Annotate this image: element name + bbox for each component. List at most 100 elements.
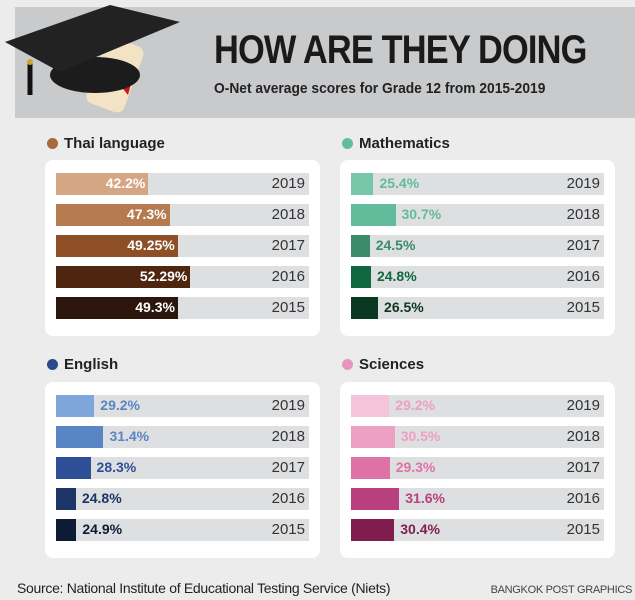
- bar: [351, 488, 400, 510]
- page-subtitle: O-Net average scores for Grade 12 from 2…: [214, 80, 546, 97]
- bar: [56, 235, 178, 257]
- data-label: 30.5%: [400, 428, 441, 444]
- bar: [351, 297, 379, 319]
- source-note: Source: National Institute of Educationa…: [17, 580, 391, 596]
- data-label: 47.3%: [126, 206, 167, 222]
- year-label: 2016: [566, 490, 600, 507]
- section-title: English: [47, 356, 118, 373]
- year-label: 2016: [271, 268, 305, 285]
- legend-dot: [342, 359, 353, 370]
- bar-track: 52.29% 2016: [56, 266, 309, 288]
- bar-track: 24.8% 2016: [351, 266, 604, 288]
- section-title: Sciences: [342, 356, 424, 373]
- year-label: 2019: [271, 397, 305, 414]
- bar-track: 29.2% 2019: [56, 395, 309, 417]
- data-label: 24.8%: [81, 490, 122, 506]
- data-label: 24.5%: [375, 237, 416, 253]
- bar: [351, 395, 390, 417]
- data-label: 24.9%: [82, 521, 123, 537]
- chart-panel: 29.2% 2019 31.4% 2018 28.3% 2017 24.8% 2016 24.9…: [45, 382, 320, 558]
- legend-dot: [342, 138, 353, 149]
- year-label: 2015: [566, 521, 600, 538]
- bar-track: 31.4% 2018: [56, 426, 309, 448]
- data-label: 30.4%: [400, 521, 440, 537]
- bar: [56, 297, 178, 319]
- data-label: 29.2%: [100, 397, 140, 413]
- bar: [351, 204, 396, 226]
- bar: [56, 395, 95, 417]
- chart-panel: 42.2% 2019 47.3% 2018 49.25% 2017 52.29% 2016 49…: [45, 160, 320, 336]
- graduation-cap-icon: [5, 5, 180, 113]
- year-label: 2019: [566, 175, 600, 192]
- year-label: 2018: [271, 428, 305, 445]
- year-label: 2017: [566, 459, 600, 476]
- bar-track: 30.4% 2015: [351, 519, 604, 541]
- section-title-text: Sciences: [359, 356, 425, 373]
- bar-track: 24.9% 2015: [56, 519, 309, 541]
- year-label: 2019: [566, 397, 600, 414]
- data-label: 29.3%: [395, 459, 436, 475]
- bar: [351, 457, 390, 479]
- bar: [56, 519, 77, 541]
- bar-track: 49.25% 2017: [56, 235, 309, 257]
- section-title-text: Mathematics: [359, 135, 450, 152]
- year-label: 2018: [271, 206, 305, 223]
- data-label: 49.3%: [135, 299, 175, 315]
- bar-track: 30.5% 2018: [351, 426, 604, 448]
- data-label: 49.25%: [127, 237, 175, 253]
- page-title: HOW ARE THEY DOING: [214, 28, 587, 72]
- bar-track: 30.7% 2018: [351, 204, 604, 226]
- data-label: 52.29%: [139, 268, 188, 284]
- data-label: 31.4%: [109, 428, 150, 444]
- bar-track: 29.3% 2017: [351, 457, 604, 479]
- data-label: 24.8%: [376, 268, 417, 284]
- bar-track: 49.3% 2015: [56, 297, 309, 319]
- bar: [351, 173, 374, 195]
- bar-track: 24.5% 2017: [351, 235, 604, 257]
- data-label: 30.7%: [401, 206, 442, 222]
- bar: [351, 426, 395, 448]
- bar-track: 29.2% 2019: [351, 395, 604, 417]
- year-label: 2015: [566, 299, 600, 316]
- bar: [56, 426, 104, 448]
- bar-track: 42.2% 2019: [56, 173, 309, 195]
- bar-track: 26.5% 2015: [351, 297, 604, 319]
- section-title: Mathematics: [342, 135, 450, 152]
- year-label: 2017: [271, 459, 305, 476]
- chart-panel: 25.4% 2019 30.7% 2018 24.5% 2017 24.8% 2016 26.5…: [340, 160, 615, 336]
- bar-track: 24.8% 2016: [56, 488, 309, 510]
- chart-panel: 29.2% 2019 30.5% 2018 29.3% 2017 31.6% 2016 30.4…: [340, 382, 615, 558]
- bar: [56, 204, 170, 226]
- year-label: 2019: [271, 175, 305, 192]
- bar: [56, 488, 76, 510]
- data-label: 26.5%: [384, 299, 424, 315]
- bar-track: 31.6% 2016: [351, 488, 604, 510]
- credit: BANGKOK POST GRAPHICS: [490, 584, 633, 596]
- year-label: 2015: [271, 521, 305, 538]
- data-label: 31.6%: [405, 490, 445, 506]
- data-label: 29.2%: [395, 397, 435, 413]
- year-label: 2017: [271, 237, 305, 254]
- bar-track: 25.4% 2019: [351, 173, 604, 195]
- section-title-text: Thai language: [64, 135, 165, 152]
- legend-dot: [47, 359, 58, 370]
- bar-track: 28.3% 2017: [56, 457, 309, 479]
- bar: [351, 266, 371, 288]
- data-label: 25.4%: [379, 175, 420, 191]
- bar: [56, 173, 149, 195]
- year-label: 2016: [271, 490, 305, 507]
- legend-dot: [47, 138, 58, 149]
- year-label: 2015: [271, 299, 305, 316]
- bar: [351, 519, 395, 541]
- data-label: 42.2%: [105, 175, 146, 191]
- section-title: Thai language: [47, 135, 165, 152]
- year-label: 2016: [566, 268, 600, 285]
- year-label: 2018: [566, 206, 600, 223]
- bar: [351, 235, 370, 257]
- section-title-text: English: [64, 356, 119, 373]
- year-label: 2017: [566, 237, 600, 254]
- data-label: 28.3%: [96, 459, 137, 475]
- bar: [56, 457, 91, 479]
- bar-track: 47.3% 2018: [56, 204, 309, 226]
- year-label: 2018: [566, 428, 600, 445]
